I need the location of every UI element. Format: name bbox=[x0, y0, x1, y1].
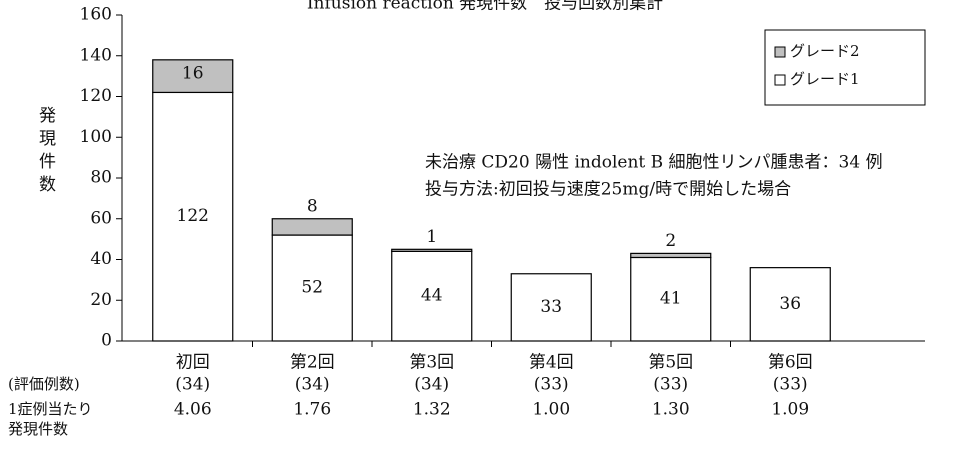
annotation: 投与方法:初回投与速度25mg/時で開始した場合 bbox=[425, 180, 791, 200]
bar-segment bbox=[391, 248, 473, 252]
y-tick-label: 40 bbox=[90, 249, 112, 269]
bar-segment bbox=[152, 91, 234, 342]
table-row-label: 1症例当たり bbox=[8, 400, 93, 418]
table-cell: (33) bbox=[773, 375, 808, 395]
bar-segment bbox=[152, 59, 234, 94]
y-tick-label: 80 bbox=[90, 168, 112, 188]
data-label: 122 bbox=[177, 206, 209, 226]
data-label: 16 bbox=[182, 63, 204, 83]
y-tick-label: 20 bbox=[90, 290, 112, 310]
y-tick-label: 100 bbox=[80, 127, 112, 147]
legend-swatch bbox=[774, 74, 786, 86]
data-label: 1 bbox=[426, 227, 437, 247]
legend-label: グレード1 bbox=[790, 70, 860, 88]
x-tick-label: 第2回 bbox=[290, 353, 335, 373]
x-tick-label: 初回 bbox=[176, 353, 210, 373]
bar-segment bbox=[391, 250, 473, 342]
annotation: 未治療 CD20 陽性 indolent B 細胞性リンパ腫患者：34 例 bbox=[425, 153, 883, 173]
y-tick-label: 140 bbox=[80, 45, 112, 65]
table-cell: (34) bbox=[295, 375, 330, 395]
y-tick-label: 160 bbox=[80, 5, 112, 25]
data-label: 52 bbox=[301, 278, 323, 298]
y-axis-label: 発現件数 bbox=[35, 106, 56, 198]
y-tick-label: 60 bbox=[90, 208, 112, 228]
table-cell: (33) bbox=[534, 375, 569, 395]
table-cell: (34) bbox=[175, 375, 210, 395]
x-tick-label: 第4回 bbox=[529, 353, 574, 373]
table-cell: 1.00 bbox=[532, 400, 570, 420]
table-row-label: 発現件数 bbox=[8, 420, 68, 438]
y-tick-label: 120 bbox=[80, 86, 112, 106]
data-label: 36 bbox=[779, 294, 801, 314]
data-label: 33 bbox=[540, 297, 562, 317]
data-label: 44 bbox=[421, 286, 443, 306]
table-cell: 1.32 bbox=[413, 400, 451, 420]
data-label: 2 bbox=[665, 231, 676, 251]
bar-segment bbox=[749, 267, 831, 342]
chart-title: Infusion reaction 発現件数 投与回数別集計 bbox=[307, 0, 663, 14]
data-label: 41 bbox=[660, 289, 682, 309]
bar-segment bbox=[271, 218, 353, 236]
table-cell: (33) bbox=[653, 375, 688, 395]
y-tick-label: 0 bbox=[101, 331, 112, 351]
table-cell: 1.09 bbox=[771, 400, 809, 420]
table-cell: (34) bbox=[414, 375, 449, 395]
data-label: 8 bbox=[307, 196, 318, 216]
table-row-label: (評価例数) bbox=[8, 375, 80, 393]
bar-segment bbox=[630, 256, 712, 342]
table-cell: 1.76 bbox=[293, 400, 331, 420]
legend-box bbox=[764, 29, 926, 106]
bar-segment bbox=[510, 273, 592, 342]
bar-segment bbox=[630, 252, 712, 259]
x-tick-label: 第6回 bbox=[768, 353, 813, 373]
table-cell: 4.06 bbox=[174, 400, 212, 420]
legend-swatch bbox=[774, 46, 786, 58]
legend-label: グレード2 bbox=[790, 42, 860, 60]
table-cell: 1.30 bbox=[652, 400, 690, 420]
x-tick-label: 第5回 bbox=[648, 353, 693, 373]
x-tick-label: 第3回 bbox=[409, 353, 454, 373]
